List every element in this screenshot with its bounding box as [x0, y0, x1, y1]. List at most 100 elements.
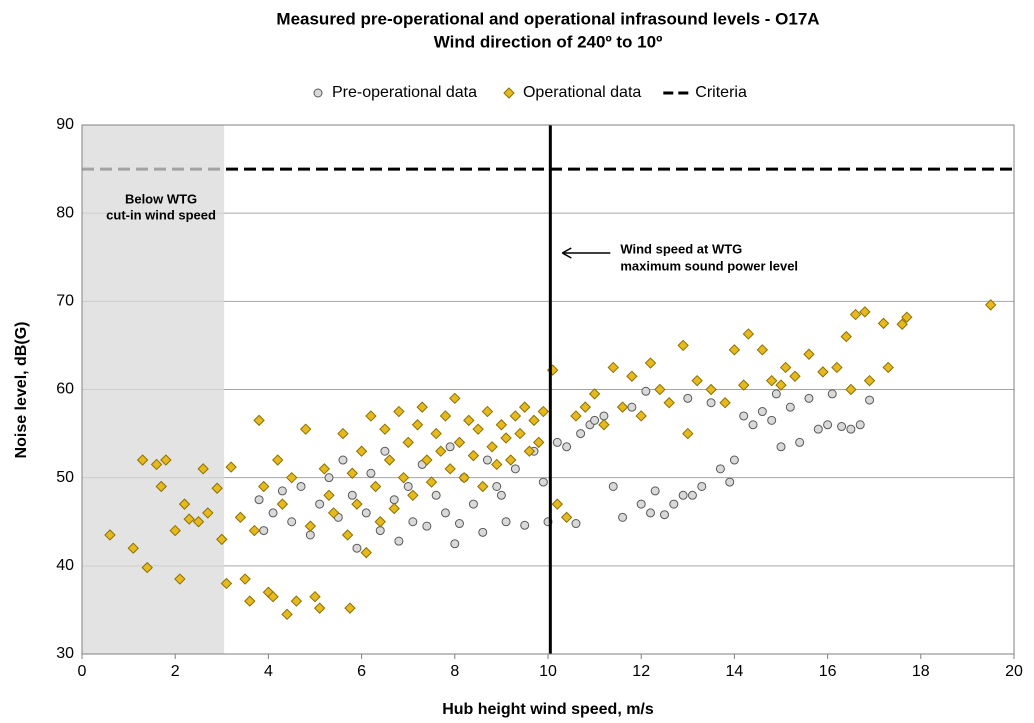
pre-operational-point: [366, 468, 376, 478]
operational-point: [901, 311, 913, 323]
operational-point: [411, 419, 424, 431]
operational-point: [344, 602, 356, 614]
pre-operational-point: [590, 415, 600, 425]
operational-point: [560, 511, 573, 524]
x-tick-label: 16: [819, 663, 837, 680]
operational-point: [127, 542, 139, 554]
operational-point: [388, 502, 400, 515]
y-tick-label: 50: [56, 469, 74, 486]
operational-point: [360, 546, 372, 559]
legend-marker: [313, 88, 323, 98]
operational-point: [491, 458, 503, 471]
operational-point: [588, 388, 601, 400]
x-tick-label: 2: [171, 663, 180, 680]
pre-operational-point: [552, 437, 562, 447]
chart-subtitle: Wind direction of 240º to 10º: [434, 32, 663, 51]
pre-operational-point: [305, 530, 315, 540]
pre-operational-point: [813, 424, 823, 434]
operational-point: [518, 401, 531, 413]
y-tick-label: 40: [56, 557, 74, 574]
x-tick-label: 6: [357, 663, 366, 680]
operational-point: [742, 328, 755, 340]
pre-operational-point: [380, 446, 390, 456]
pre-operational-point: [576, 429, 586, 439]
operational-point: [682, 427, 694, 440]
pre-operational-point: [501, 517, 511, 527]
operational-point: [397, 471, 410, 484]
operational-point: [155, 480, 167, 493]
operational-point: [299, 423, 312, 435]
pre-operational-point: [785, 402, 795, 412]
pre-operational-point: [683, 393, 693, 403]
x-axis-label: Hub height wind speed, m/s: [442, 701, 654, 718]
pre-operational-point: [440, 508, 450, 518]
operational-point: [863, 374, 876, 387]
pre-operational-point: [669, 499, 679, 509]
pre-operational-point: [562, 442, 572, 452]
operational-point: [472, 423, 484, 435]
operational-point: [663, 397, 675, 409]
operational-point: [626, 370, 638, 382]
operational-point: [691, 374, 703, 387]
operational-point: [169, 524, 181, 537]
x-tick-label: 0: [78, 663, 87, 680]
operational-point: [849, 308, 862, 321]
operational-point: [803, 348, 815, 360]
pre-operational-point: [776, 442, 786, 452]
y-tick-label: 70: [56, 293, 74, 310]
operational-point: [234, 511, 247, 524]
x-tick-label: 18: [912, 663, 930, 680]
operational-point: [523, 445, 536, 457]
operational-point: [453, 436, 466, 449]
annotation-arrowhead: [561, 247, 572, 259]
pre-operational-point: [687, 490, 697, 500]
pre-operational-point: [646, 508, 656, 518]
operational-point: [220, 577, 233, 590]
operational-point: [789, 370, 801, 382]
pre-operational-point: [403, 481, 413, 491]
pre-operational-point: [375, 526, 385, 536]
operational-point: [896, 318, 908, 330]
operational-point: [505, 454, 517, 466]
operational-point: [514, 427, 526, 440]
operational-point: [570, 410, 582, 422]
y-axis-label: Noise level, dB(G): [13, 322, 30, 459]
operational-point: [276, 498, 289, 510]
operational-point: [495, 419, 508, 431]
operational-point: [337, 427, 349, 440]
operational-point: [416, 401, 428, 413]
legend-label: Operational data: [523, 84, 641, 101]
x-tick-label: 4: [264, 663, 273, 680]
operational-point: [509, 410, 522, 422]
operational-point: [351, 498, 363, 510]
operational-point: [481, 405, 494, 418]
pre-operational-point: [268, 508, 278, 518]
operational-point: [677, 339, 689, 352]
region-label: Below WTG: [125, 191, 197, 206]
operational-point: [211, 482, 223, 494]
pre-operational-point: [287, 517, 297, 527]
operational-point: [272, 454, 284, 466]
operational-point: [449, 392, 461, 405]
y-tick-label: 90: [56, 116, 74, 133]
pre-operational-point: [422, 521, 432, 531]
pre-operational-point: [725, 477, 735, 487]
x-tick-label: 20: [1005, 663, 1023, 680]
operational-point: [258, 480, 270, 493]
operational-point: [104, 529, 116, 541]
operational-point: [355, 445, 368, 457]
operational-point: [425, 476, 438, 488]
operational-point: [313, 602, 326, 614]
y-tick-label: 80: [56, 204, 74, 221]
pre-operational-point: [599, 411, 609, 421]
pre-operational-point: [454, 519, 464, 529]
chart-title: Measured pre-operational and operational…: [276, 9, 819, 28]
pre-operational-point: [408, 517, 418, 527]
operational-point: [756, 344, 769, 356]
operational-point: [463, 414, 475, 427]
pre-operational-point: [538, 477, 548, 487]
pre-operational-point: [846, 424, 856, 434]
pre-operational-point: [739, 411, 749, 421]
pre-operational-point: [823, 420, 833, 430]
